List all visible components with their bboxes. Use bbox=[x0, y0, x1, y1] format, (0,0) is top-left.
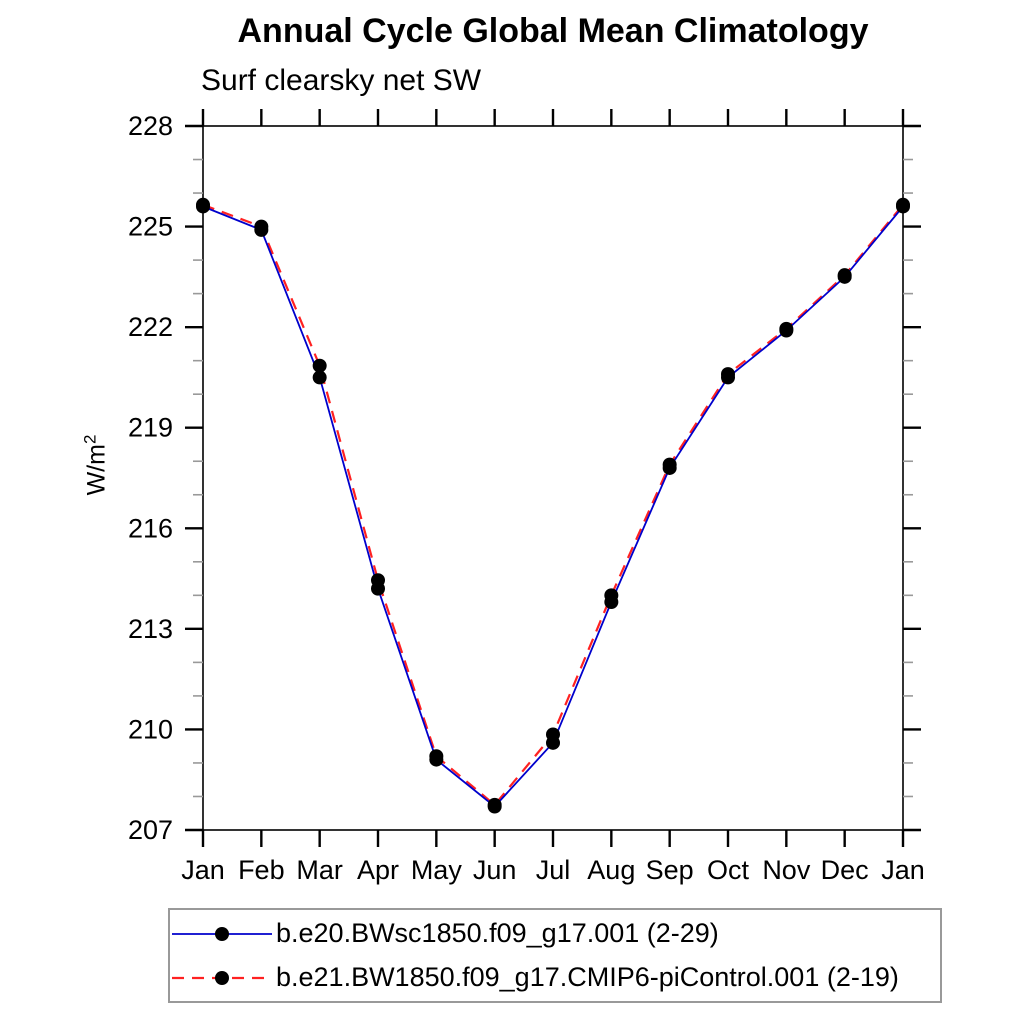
chart-title: Annual Cycle Global Mean Climatology bbox=[237, 12, 869, 50]
y-tick-label: 207 bbox=[128, 815, 173, 845]
x-tick-label: Oct bbox=[707, 855, 750, 885]
plot-frame bbox=[202, 125, 904, 831]
y-tick-label: 228 bbox=[128, 111, 173, 141]
x-tick-label: Jul bbox=[536, 855, 571, 885]
data-point-marker bbox=[196, 199, 210, 214]
legend-marker-dot-icon bbox=[215, 970, 229, 985]
legend: b.e20.BWsc1850.f09_g17.001 (2-29) b.e21.B… bbox=[168, 908, 942, 1003]
data-point-marker bbox=[837, 269, 852, 284]
y-tick-label: 225 bbox=[128, 212, 173, 242]
data-point-marker bbox=[254, 222, 269, 237]
data-point-marker bbox=[896, 199, 910, 214]
x-tick-label: Jan bbox=[181, 855, 225, 885]
legend-label: b.e21.BW1850.f09_g17.CMIP6-piControl.001… bbox=[276, 962, 899, 992]
data-point-marker bbox=[779, 323, 794, 338]
data-point-marker bbox=[371, 581, 385, 596]
x-tick-label: Jun bbox=[473, 855, 517, 885]
y-tick-label: 222 bbox=[128, 312, 173, 342]
legend-row: b.e21.BW1850.f09_g17.CMIP6-piControl.001… bbox=[170, 956, 940, 1000]
legend-solid-line-sample bbox=[172, 926, 272, 941]
legend-row: b.e20.BWsc1850.f09_g17.001 (2-29) bbox=[170, 912, 940, 956]
x-tick-label: Dec bbox=[821, 855, 869, 885]
y-tick-label: 219 bbox=[128, 413, 173, 443]
data-point-marker bbox=[312, 358, 327, 373]
data-point-marker bbox=[429, 752, 444, 767]
x-tick-label: Jan bbox=[881, 855, 925, 885]
y-tick-label: 216 bbox=[128, 513, 173, 543]
x-tick-label: Apr bbox=[357, 855, 399, 885]
chart-subtitle: Surf clearsky net SW bbox=[201, 64, 482, 97]
data-point-marker bbox=[662, 460, 677, 475]
data-point-marker bbox=[721, 370, 735, 385]
y-tick-label: 213 bbox=[128, 614, 173, 644]
x-tick-label: Feb bbox=[238, 855, 285, 885]
series-line-1 bbox=[202, 203, 904, 807]
legend-label: b.e20.BWsc1850.f09_g17.001 (2-29) bbox=[276, 918, 719, 948]
data-point-marker bbox=[487, 799, 502, 814]
data-point-marker bbox=[546, 735, 560, 750]
data-point-marker bbox=[604, 595, 619, 610]
series-line-0 bbox=[202, 205, 904, 808]
legend-dashed-line-sample bbox=[172, 970, 272, 985]
x-tick-label: Nov bbox=[762, 855, 811, 885]
x-tick-label: Sep bbox=[646, 855, 694, 885]
y-tick-label: 210 bbox=[128, 714, 173, 744]
x-tick-label: May bbox=[411, 855, 463, 885]
legend-marker-dot-icon bbox=[215, 926, 229, 941]
x-tick-label: Mar bbox=[296, 855, 343, 885]
x-tick-label: Aug bbox=[587, 855, 635, 885]
data-point-marker bbox=[312, 370, 327, 385]
